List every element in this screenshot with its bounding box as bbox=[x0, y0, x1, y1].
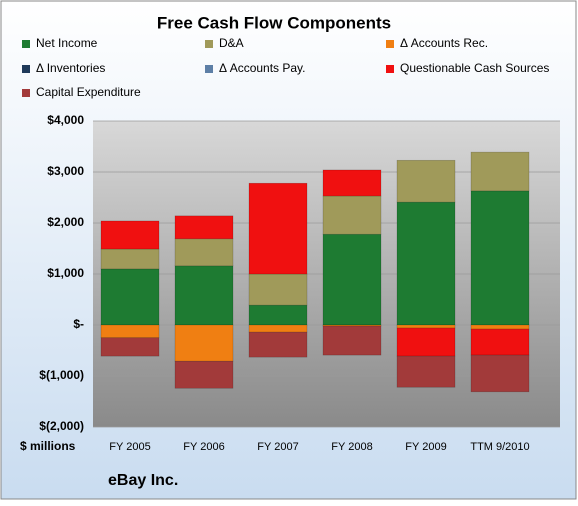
bar-segment bbox=[470, 328, 530, 356]
bar-segment bbox=[248, 304, 308, 326]
bar-segment bbox=[470, 151, 530, 192]
bar-segment bbox=[396, 324, 456, 329]
legend-swatch bbox=[22, 40, 30, 48]
bar-segment bbox=[100, 220, 160, 250]
legend-label: Δ Inventories bbox=[36, 61, 105, 75]
x-tick-label: FY 2007 bbox=[257, 441, 298, 453]
y-tick-label: $3,000 bbox=[47, 164, 84, 178]
bar-segment bbox=[396, 201, 456, 326]
legend-swatch bbox=[205, 40, 213, 48]
bar-segment bbox=[322, 325, 382, 356]
x-tick-label: TTM 9/2010 bbox=[470, 441, 529, 453]
y-tick-label: $2,000 bbox=[47, 215, 84, 229]
legend-swatch bbox=[386, 65, 394, 73]
x-tick-label: FY 2009 bbox=[405, 441, 446, 453]
y-tick-label: $(2,000) bbox=[39, 419, 84, 433]
bar-segment bbox=[322, 195, 382, 235]
legend-swatch bbox=[205, 65, 213, 73]
bar-segment bbox=[322, 233, 382, 326]
y-tick-label: $1,000 bbox=[47, 266, 84, 280]
x-tick-label: FY 2005 bbox=[109, 441, 150, 453]
legend-swatch bbox=[22, 89, 30, 97]
bar-segment bbox=[100, 248, 160, 270]
bar-segment bbox=[174, 265, 234, 326]
bar-segment bbox=[248, 182, 308, 275]
x-tick-label: FY 2008 bbox=[331, 441, 372, 453]
y-axis-label: $ millions bbox=[20, 439, 76, 453]
bar-segment bbox=[100, 337, 160, 357]
bar-segment bbox=[248, 324, 308, 333]
y-tick-label: $(1,000) bbox=[39, 368, 84, 382]
legend-label: Δ Accounts Rec. bbox=[400, 36, 488, 50]
bar-segment bbox=[396, 355, 456, 388]
bar-segment bbox=[396, 327, 456, 357]
y-tick-label: $4,000 bbox=[47, 113, 84, 127]
bar-segment bbox=[248, 273, 308, 306]
y-tick-label: $- bbox=[73, 317, 84, 331]
legend-label: D&A bbox=[219, 36, 244, 50]
bar-segment bbox=[100, 324, 160, 339]
bar-segment bbox=[470, 324, 530, 330]
bar-segment bbox=[174, 324, 234, 362]
legend-swatch bbox=[22, 65, 30, 73]
x-tick-label: FY 2006 bbox=[183, 441, 224, 453]
bar-segment bbox=[174, 215, 234, 240]
legend-label: Questionable Cash Sources bbox=[400, 61, 549, 75]
bar-segment bbox=[396, 159, 456, 203]
bar-segment bbox=[174, 360, 234, 389]
legend-label: Capital Expenditure bbox=[36, 85, 141, 99]
legend-label: Net Income bbox=[36, 36, 98, 50]
chart-title: Free Cash Flow Components bbox=[157, 13, 391, 32]
bar-segment bbox=[470, 190, 530, 326]
legend-label: Δ Accounts Pay. bbox=[219, 61, 306, 75]
bar-segment bbox=[322, 169, 382, 197]
legend-swatch bbox=[386, 40, 394, 48]
bar-segment bbox=[248, 331, 308, 358]
bar-segment bbox=[100, 268, 160, 326]
bar-segment bbox=[470, 354, 530, 393]
footnote: eBay Inc. bbox=[108, 472, 178, 489]
bar-segment bbox=[174, 238, 234, 267]
